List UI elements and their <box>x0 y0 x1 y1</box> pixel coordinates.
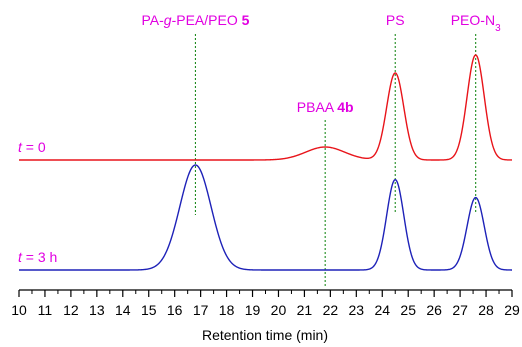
series-labels: t = 0 t = 3 h <box>18 139 57 265</box>
peak-annotations: PA-g-PEA/PEO 5 PBAA 4b PS PEO-N3 <box>141 12 501 115</box>
peak-label: PBAA 4b <box>297 99 354 115</box>
x-tick-label: 16 <box>167 302 183 318</box>
series-line <box>19 54 513 161</box>
x-tick-label: 13 <box>89 302 105 318</box>
x-tick-label: 24 <box>374 302 390 318</box>
x-tick-label: 21 <box>297 302 313 318</box>
x-tick-label: 19 <box>245 302 261 318</box>
peak-label: PA-g-PEA/PEO 5 <box>141 12 249 28</box>
x-tick-label: 14 <box>115 302 131 318</box>
x-tick-label: 26 <box>426 302 442 318</box>
x-tick-label: 18 <box>219 302 235 318</box>
peak-label: PEO-N3 <box>451 12 501 34</box>
x-tick-label: 27 <box>452 302 468 318</box>
x-tick-label: 10 <box>11 302 27 318</box>
x-tick-label: 17 <box>193 302 209 318</box>
x-tick-label: 22 <box>323 302 339 318</box>
x-tick-label: 28 <box>478 302 494 318</box>
x-tick-label: 25 <box>400 302 416 318</box>
series-label: t = 3 h <box>18 249 57 265</box>
x-tick-label: 15 <box>141 302 157 318</box>
x-axis: 10 11 12 13 14 15 16 17 18 19 20 21 22 23 24 25 26 27 28 29 <box>11 289 520 318</box>
chromatogram-traces <box>19 54 513 271</box>
peak-label: PS <box>386 12 405 28</box>
series-label: t = 0 <box>18 139 46 155</box>
x-tick-label: 23 <box>349 302 365 318</box>
x-tick-label: 12 <box>63 302 79 318</box>
x-tick-label: 11 <box>38 302 53 318</box>
x-axis-label: Retention time (min) <box>202 327 328 343</box>
x-tick-label: 20 <box>271 302 287 318</box>
series-line <box>19 164 512 271</box>
x-tick-label: 29 <box>504 302 520 318</box>
peak-marker-lines <box>194 34 477 287</box>
